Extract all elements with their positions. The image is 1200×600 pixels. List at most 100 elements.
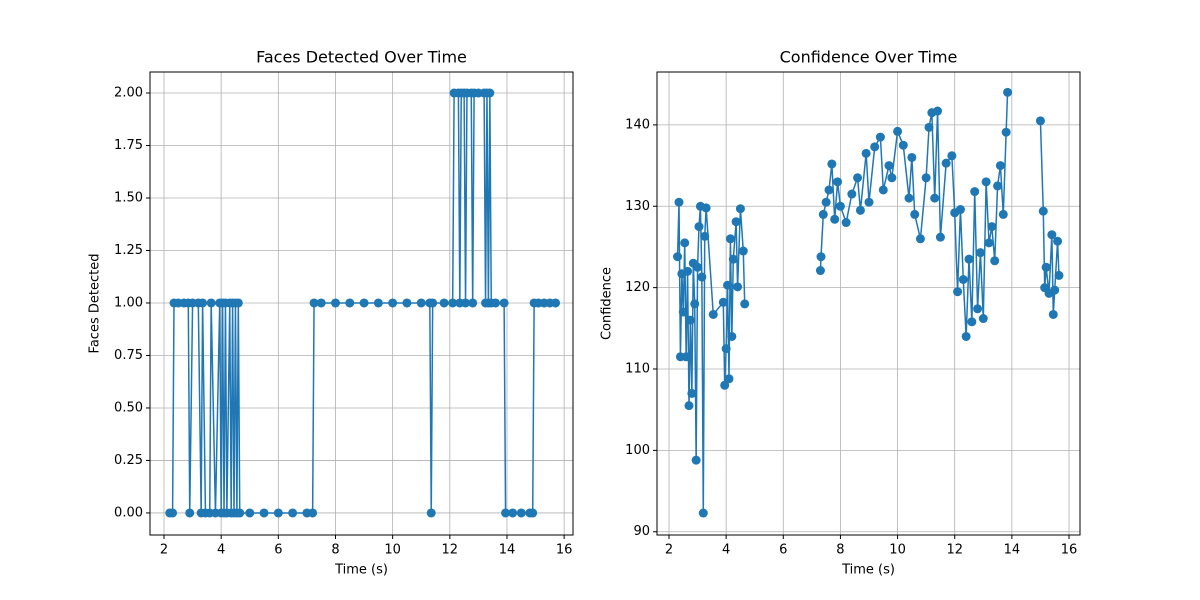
data-point [402, 298, 412, 308]
data-point [921, 173, 931, 183]
data-point [1048, 309, 1058, 319]
data-point [993, 181, 1003, 191]
data-point [373, 298, 383, 308]
x-tick-label: 6 [274, 543, 282, 558]
data-point [673, 252, 683, 262]
data-point [1035, 116, 1045, 126]
data-point [947, 151, 957, 161]
data-point [330, 298, 340, 308]
data-point [910, 209, 920, 219]
data-point [416, 298, 426, 308]
x-tick-label: 16 [556, 543, 573, 558]
x-tick-label: 14 [499, 543, 516, 558]
data-point [718, 297, 728, 307]
data-point [1047, 230, 1057, 240]
data-point [1038, 206, 1048, 216]
axes-frame [149, 71, 574, 536]
data-point [683, 266, 693, 276]
y-tick-label: 1.75 [114, 138, 143, 153]
data-point [1054, 270, 1064, 280]
data-point [990, 256, 1000, 266]
x-axis-label: Time (s) [841, 563, 895, 578]
data-point [898, 140, 908, 150]
data-point [835, 201, 845, 211]
data-point [316, 298, 326, 308]
data-point [508, 508, 518, 518]
data-point [233, 298, 243, 308]
data-point [827, 159, 837, 169]
data-point [551, 298, 561, 308]
y-tick-label: 140 [625, 117, 650, 132]
x-tick-label: 10 [384, 543, 401, 558]
data-point [684, 401, 694, 411]
data-point [288, 508, 298, 518]
subplot-title: Faces Detected Over Time [256, 48, 467, 67]
y-tick-label: 1.50 [114, 190, 143, 205]
data-point [308, 508, 318, 518]
data-point [485, 88, 495, 98]
data-point [198, 298, 208, 308]
data-point [975, 248, 985, 258]
data-point [821, 197, 831, 207]
data-point [690, 299, 700, 309]
data-point [961, 331, 971, 341]
data-point [967, 317, 977, 327]
data-point [700, 231, 710, 241]
data-point [855, 205, 865, 215]
data-point [818, 209, 828, 219]
data-point [847, 189, 857, 199]
x-tick-label: 8 [836, 543, 844, 558]
subplot-title: Confidence Over Time [780, 48, 958, 67]
y-tick-label: 110 [625, 362, 650, 377]
x-tick-label: 16 [1061, 543, 1078, 558]
data-point [833, 177, 843, 187]
data-point [273, 508, 283, 518]
y-tick-label: 0.75 [114, 348, 143, 363]
data-point [878, 185, 888, 195]
data-point [995, 161, 1005, 171]
data-point [678, 307, 688, 317]
data-point [681, 352, 691, 362]
data-point [953, 287, 963, 297]
y-axis-label: Faces Detected [88, 254, 103, 354]
data-point [185, 508, 195, 518]
data-point [970, 187, 980, 197]
axes-frame [656, 71, 1081, 536]
data-point [439, 298, 449, 308]
data-point [426, 508, 436, 518]
subplot: Faces Detected Over Time Time (s) Faces De… [88, 48, 574, 578]
data-point [680, 238, 690, 248]
data-point [694, 222, 704, 232]
data-point [359, 298, 369, 308]
data-point [941, 158, 951, 168]
data-point [924, 122, 934, 132]
data-point [984, 238, 994, 248]
x-tick-label: 2 [665, 543, 673, 558]
data-point [499, 298, 509, 308]
data-point [733, 282, 743, 292]
data-point [830, 214, 840, 224]
data-point [245, 508, 255, 518]
data-point [693, 262, 703, 272]
y-tick-label: 1.25 [114, 243, 143, 258]
data-point [815, 266, 825, 276]
data-point [816, 252, 826, 262]
data-point [727, 331, 737, 341]
data-point [501, 508, 511, 518]
data-point [893, 126, 903, 136]
data-point [468, 298, 478, 308]
x-tick-label: 4 [722, 543, 730, 558]
data-point [685, 315, 695, 325]
data-point [987, 222, 997, 232]
data-point [824, 185, 834, 195]
data-point [884, 161, 894, 171]
data-point [933, 106, 943, 116]
data-point [841, 218, 851, 228]
y-tick-label: 0.50 [114, 400, 143, 415]
data-point [973, 304, 983, 314]
y-tick-label: 120 [625, 280, 650, 295]
data-point [721, 344, 731, 354]
data-point [870, 142, 880, 152]
x-tick-label: 2 [160, 543, 168, 558]
y-tick-label: 90 [633, 524, 650, 539]
